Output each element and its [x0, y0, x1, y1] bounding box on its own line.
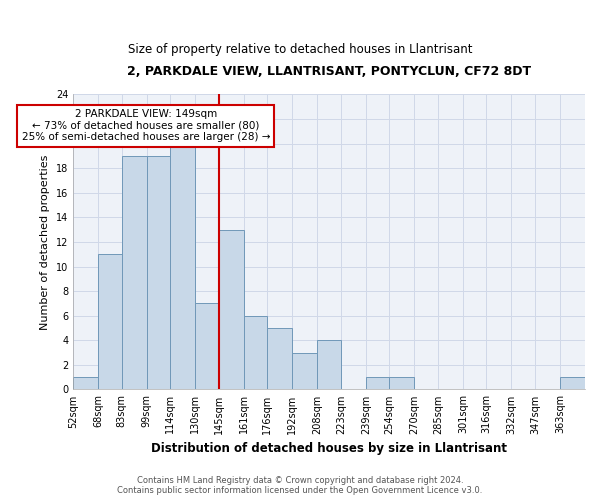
Bar [98, 254, 122, 390]
Bar [389, 377, 415, 390]
Bar [122, 156, 146, 390]
Bar [146, 156, 170, 390]
Bar [244, 316, 267, 390]
X-axis label: Distribution of detached houses by size in Llantrisant: Distribution of detached houses by size … [151, 442, 507, 455]
Text: Size of property relative to detached houses in Llantrisant: Size of property relative to detached ho… [128, 42, 472, 56]
Text: 2 PARKDALE VIEW: 149sqm
← 73% of detached houses are smaller (80)
25% of semi-de: 2 PARKDALE VIEW: 149sqm ← 73% of detache… [22, 109, 270, 142]
Bar [292, 352, 317, 390]
Bar [366, 377, 389, 390]
Bar [219, 230, 244, 390]
Y-axis label: Number of detached properties: Number of detached properties [40, 154, 50, 330]
Bar [317, 340, 341, 390]
Bar [560, 377, 585, 390]
Text: Contains HM Land Registry data © Crown copyright and database right 2024.
Contai: Contains HM Land Registry data © Crown c… [118, 476, 482, 495]
Title: 2, PARKDALE VIEW, LLANTRISANT, PONTYCLUN, CF72 8DT: 2, PARKDALE VIEW, LLANTRISANT, PONTYCLUN… [127, 65, 531, 78]
Bar [195, 304, 219, 390]
Bar [73, 377, 98, 390]
Bar [170, 144, 195, 390]
Bar [267, 328, 292, 390]
